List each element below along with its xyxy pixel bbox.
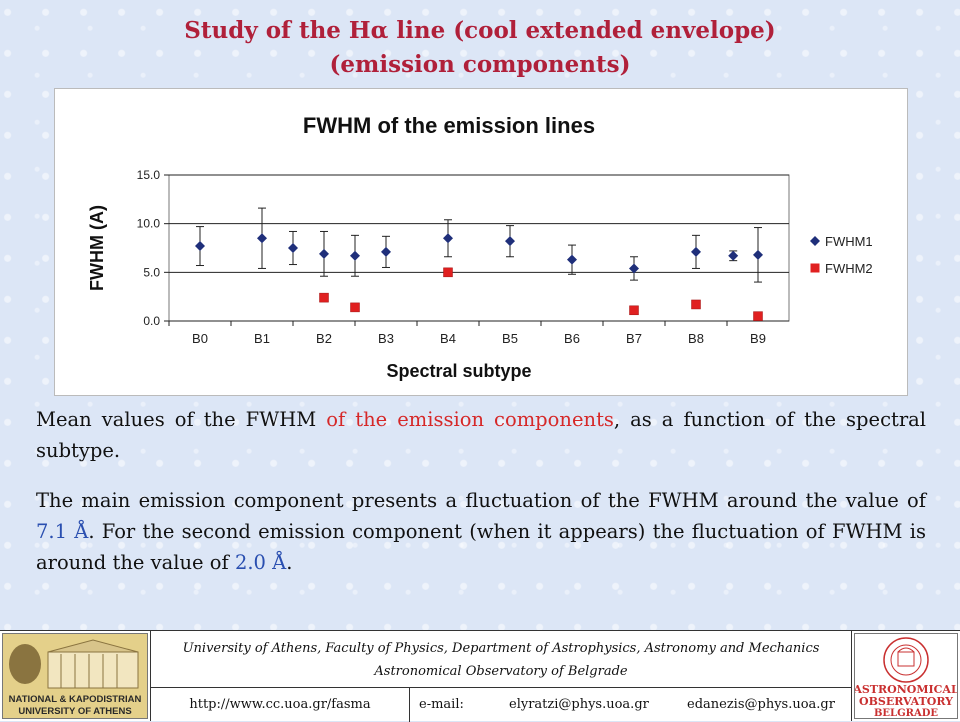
data-point-fwhm1 [629,263,639,274]
x-axis-label: Spectral subtype [386,361,531,381]
slide-title-line2: (emission components) [329,51,631,78]
logo-left-text1: NATIONAL & KAPODISTRIAN [9,694,142,705]
footer-university: University of Athens, Faculty of Physics… [182,641,820,656]
x-tick-label: B8 [688,331,704,346]
data-point-fwhm1 [505,236,515,247]
data-point-fwhm1 [691,246,701,257]
logo-right-text2: OBSERVATORY [859,695,953,708]
x-tick-label: B0 [192,331,208,346]
fwhm-chart: FWHM of the emission lines 0.0 5.0 10.0 15.0… [87,113,873,381]
data-point-fwhm2 [319,292,329,303]
logo-right-text1: ASTRONOMICAL [855,683,957,696]
data-point-fwhm1 [350,250,360,261]
paragraph-mean-values: Mean values of the FWHM of the emission … [36,404,926,466]
data-point-fwhm2 [629,305,639,316]
y-tick-label: 0.0 [143,314,160,328]
footer-email-link-1[interactable]: elyratzi@phys.uoa.gr [509,697,649,712]
data-point-fwhm2 [691,299,701,310]
x-tick-label: B2 [316,331,332,346]
data-point-fwhm1 [195,241,205,252]
belgrade-observatory-logo: ASTRONOMICAL OBSERVATORY BELGRADE [852,633,959,719]
x-tick-label: B7 [626,331,642,346]
chart-title: FWHM of the emission lines [303,113,595,138]
logo-right-text3: BELGRADE [874,708,938,718]
data-point-fwhm1 [319,248,329,259]
p1-text-highlight: of the emission components [326,408,614,431]
data-point-fwhm1 [257,233,267,244]
data-point-fwhm1 [728,250,739,261]
x-tick-label: B6 [564,331,580,346]
chart-container: FWHM of the emission lines 0.0 5.0 10.0 15.0… [54,88,908,396]
logo-left-text2: UNIVERSITY OF ATHENS [18,706,131,717]
p2-text-e: . [286,551,293,574]
x-tick-label: B1 [254,331,270,346]
p2-text-c: . For the second emission component (whe… [36,520,926,574]
x-tick-label: B4 [440,331,456,346]
x-tick-label: B3 [378,331,394,346]
footer-observatory: Astronomical Observatory of Belgrade [374,664,628,679]
data-point-fwhm2 [443,267,453,278]
data-point-fwhm1 [443,233,453,244]
p2-value-main: 7.1 Å [36,520,89,543]
footer-email-link-2[interactable]: edanezis@phys.uoa.gr [687,697,835,712]
footer-contact-row: http://www.cc.uoa.gr/fasma e-mail: elyra… [151,687,851,722]
data-point-fwhm1 [381,246,391,257]
data-point-fwhm1 [288,243,298,253]
data-point-fwhm1 [567,254,577,265]
footer-email-label: e-mail: [419,697,464,712]
legend-label-fwhm2: FWHM2 [825,261,873,276]
p1-text-a: Mean values of the FWHM [36,408,327,431]
legend-marker-fwhm1 [810,236,820,246]
athens-university-logo: NATIONAL & KAPODISTRIAN UNIVERSITY OF AT… [2,633,148,719]
footer: NATIONAL & KAPODISTRIAN UNIVERSITY OF AT… [0,630,960,722]
slide-title: Study of the Hα line (cool extended enve… [0,14,960,82]
p1-text-c: , as a function of the spectral subtype. [36,408,927,462]
y-axis-label: FWHM (A) [87,205,107,291]
p2-text-a: The main emission component presents a f… [36,489,926,512]
y-tick-label: 10.0 [137,217,161,231]
footer-info: University of Athens, Faculty of Physics… [150,631,852,722]
x-tick-label: B9 [750,331,766,346]
y-tick-label: 5.0 [143,265,160,279]
legend-marker-fwhm2 [810,263,820,273]
p2-value-second: 2.0 Å [234,551,287,574]
footer-url-link[interactable]: http://www.cc.uoa.gr/fasma [151,688,410,722]
legend-label-fwhm1: FWHM1 [825,234,873,249]
x-tick-label: B5 [502,331,518,346]
data-point-fwhm2 [753,311,763,321]
data-point-fwhm1 [753,249,763,260]
slide-title-line1: Study of the Hα line (cool extended enve… [184,17,776,44]
data-point-fwhm2 [350,302,360,313]
paragraph-fluctuation: The main emission component presents a f… [36,485,926,578]
y-tick-label: 15.0 [137,168,161,182]
